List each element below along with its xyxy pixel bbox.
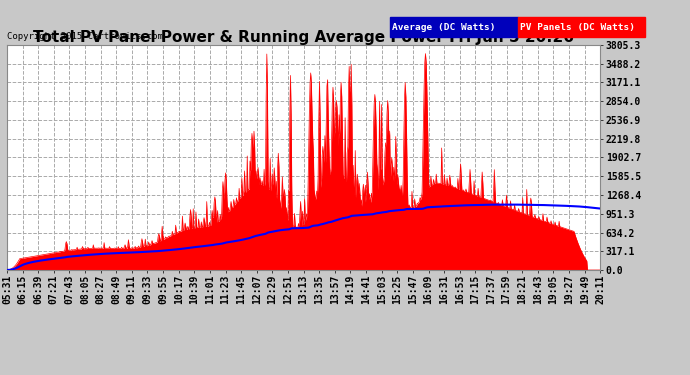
Title: Total PV Panel Power & Running Average Power Fri Jun 5 20:26: Total PV Panel Power & Running Average P… — [33, 30, 574, 45]
Text: PV Panels (DC Watts): PV Panels (DC Watts) — [520, 23, 635, 32]
Text: Copyright 2015 Cartronics.com: Copyright 2015 Cartronics.com — [7, 32, 163, 41]
Text: Average (DC Watts): Average (DC Watts) — [392, 23, 495, 32]
